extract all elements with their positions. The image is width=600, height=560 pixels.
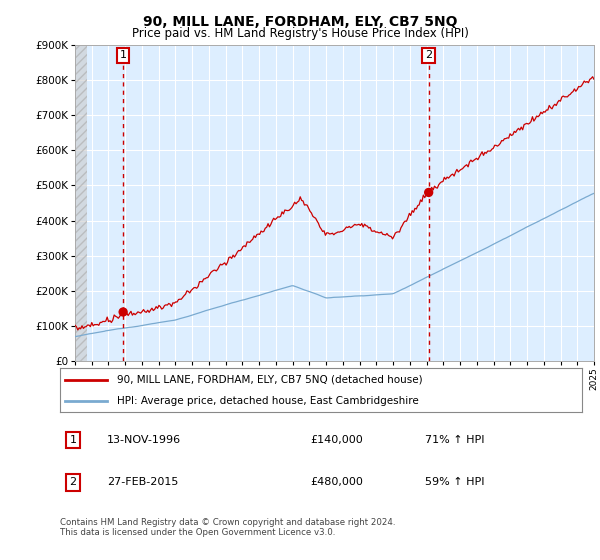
Text: 1: 1 [119,50,127,60]
Text: £140,000: £140,000 [311,435,364,445]
Text: 1: 1 [70,435,77,445]
Text: £480,000: £480,000 [311,478,364,488]
Text: Contains HM Land Registry data © Crown copyright and database right 2024.
This d: Contains HM Land Registry data © Crown c… [60,518,395,538]
Text: 13-NOV-1996: 13-NOV-1996 [107,435,181,445]
Text: 2: 2 [70,478,77,488]
Point [424,188,433,197]
Text: 90, MILL LANE, FORDHAM, ELY, CB7 5NQ: 90, MILL LANE, FORDHAM, ELY, CB7 5NQ [143,15,457,29]
Text: 2: 2 [425,50,432,60]
Text: 59% ↑ HPI: 59% ↑ HPI [425,478,485,488]
Text: 71% ↑ HPI: 71% ↑ HPI [425,435,485,445]
Text: 27-FEB-2015: 27-FEB-2015 [107,478,178,488]
Text: Price paid vs. HM Land Registry's House Price Index (HPI): Price paid vs. HM Land Registry's House … [131,27,469,40]
Text: HPI: Average price, detached house, East Cambridgeshire: HPI: Average price, detached house, East… [118,396,419,405]
Bar [75,45,87,361]
Text: 90, MILL LANE, FORDHAM, ELY, CB7 5NQ (detached house): 90, MILL LANE, FORDHAM, ELY, CB7 5NQ (de… [118,375,423,385]
Point [118,307,128,316]
